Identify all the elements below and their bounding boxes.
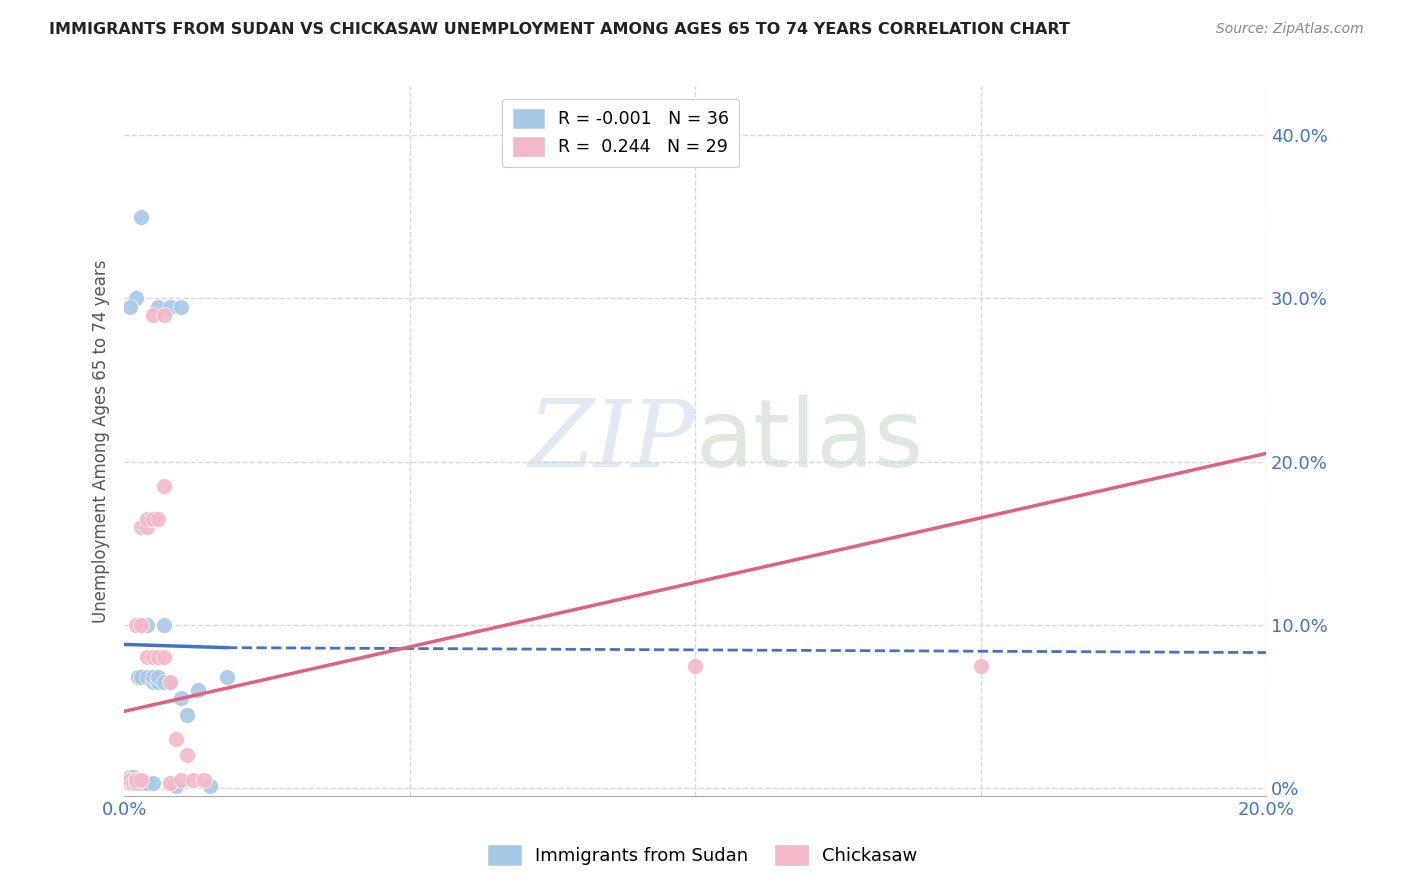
Point [121,776,143,790]
Text: atlas: atlas [695,395,924,487]
Point [148,512,170,526]
Point [159,675,181,690]
Point [131,670,153,684]
Point [136,520,159,534]
Point [193,772,215,787]
Point [148,675,170,690]
Point [153,675,176,690]
Point [136,512,159,526]
Point [124,772,146,787]
Point [136,670,159,684]
Y-axis label: Unemployment Among Ages 65 to 74 years: Unemployment Among Ages 65 to 74 years [93,260,110,623]
Point [118,772,141,787]
Point [121,772,143,787]
Point [142,670,165,684]
Point [153,308,176,322]
Point [136,776,159,790]
Point [153,650,176,665]
Point [165,732,187,747]
Text: Source: ZipAtlas.com: Source: ZipAtlas.com [1216,22,1364,37]
Point [181,772,204,787]
Text: IMMIGRANTS FROM SUDAN VS CHICKASAW UNEMPLOYMENT AMONG AGES 65 TO 74 YEARS CORREL: IMMIGRANTS FROM SUDAN VS CHICKASAW UNEMP… [49,22,1070,37]
Point [176,748,198,763]
Point [215,670,238,684]
Point [128,670,150,684]
Point [198,780,221,794]
Point [131,520,153,534]
Point [142,512,165,526]
Point [153,617,176,632]
Point [121,770,143,784]
Point [118,300,141,314]
Point [124,776,146,790]
Point [136,617,159,632]
Point [159,776,181,790]
Point [683,658,706,673]
Point [124,617,146,632]
Point [118,770,141,784]
Point [165,780,187,794]
Point [170,772,193,787]
Point [148,650,170,665]
Point [142,675,165,690]
Point [131,617,153,632]
Point [170,300,193,314]
Point [124,292,146,306]
Point [142,650,165,665]
Point [128,776,150,790]
Legend: R = -0.001   N = 36, R =  0.244   N = 29: R = -0.001 N = 36, R = 0.244 N = 29 [502,99,740,167]
Point [115,774,138,789]
Point [159,300,181,314]
Point [176,707,198,722]
Point [124,772,146,787]
Legend: Immigrants from Sudan, Chickasaw: Immigrants from Sudan, Chickasaw [481,838,925,872]
Point [142,776,165,790]
Point [187,683,209,698]
Point [131,776,153,790]
Point [142,308,165,322]
Point [131,772,153,787]
Point [118,776,141,790]
Point [131,617,153,632]
Point [148,300,170,314]
Point [153,479,176,493]
Text: ZIP: ZIP [529,396,695,486]
Point [131,772,153,787]
Point [969,658,991,673]
Point [124,776,146,790]
Point [159,675,181,690]
Point [148,670,170,684]
Point [118,772,141,787]
Point [136,650,159,665]
Point [131,210,153,224]
Point [170,691,193,706]
